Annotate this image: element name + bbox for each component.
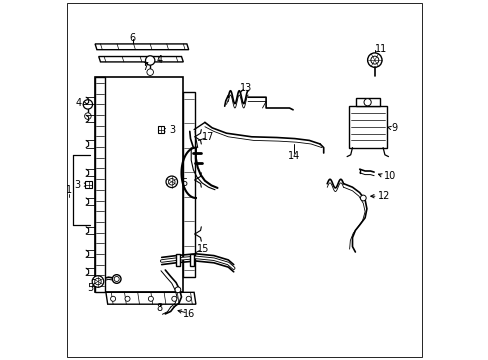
Text: 4: 4 (75, 98, 81, 108)
Text: 17: 17 (201, 132, 214, 142)
Bar (176, 254, 179, 266)
Text: 3: 3 (168, 125, 175, 135)
Bar (85, 181, 92, 188)
Circle shape (114, 276, 119, 282)
Circle shape (171, 296, 177, 301)
Bar (95, 77, 183, 292)
Polygon shape (99, 57, 183, 62)
Text: 6: 6 (130, 33, 136, 43)
Circle shape (92, 276, 103, 287)
Circle shape (360, 195, 366, 201)
Text: 7: 7 (142, 62, 148, 72)
Circle shape (84, 113, 91, 120)
Text: 16: 16 (182, 309, 194, 319)
Circle shape (148, 296, 153, 301)
Circle shape (146, 69, 153, 76)
Text: 1: 1 (66, 185, 72, 195)
Circle shape (370, 56, 378, 64)
Circle shape (125, 296, 130, 301)
Circle shape (110, 296, 115, 301)
Text: 4: 4 (157, 55, 163, 65)
Text: 15: 15 (197, 244, 209, 254)
Circle shape (83, 100, 92, 109)
Text: 10: 10 (384, 171, 396, 181)
Bar (190, 254, 194, 266)
Text: 2: 2 (90, 279, 96, 289)
Polygon shape (95, 44, 188, 50)
Bar (355, 98, 379, 106)
Circle shape (367, 53, 381, 67)
Circle shape (166, 176, 177, 188)
Circle shape (363, 99, 370, 106)
Text: 9: 9 (390, 123, 396, 133)
Text: 5: 5 (181, 177, 186, 188)
Circle shape (112, 275, 121, 283)
Text: 3: 3 (74, 180, 80, 190)
Text: 8: 8 (157, 303, 163, 313)
Text: 14: 14 (287, 150, 299, 161)
Circle shape (95, 278, 101, 285)
Bar (95, 77, 105, 292)
Circle shape (145, 56, 155, 65)
Circle shape (168, 179, 175, 185)
Text: 12: 12 (378, 191, 390, 201)
Bar (348, 106, 386, 148)
Text: 13: 13 (240, 83, 252, 93)
Text: 5: 5 (87, 283, 93, 293)
Circle shape (186, 296, 191, 301)
Circle shape (175, 287, 181, 293)
Text: 11: 11 (374, 44, 386, 54)
Polygon shape (106, 292, 196, 304)
Bar (158, 126, 164, 133)
Bar (183, 92, 194, 277)
